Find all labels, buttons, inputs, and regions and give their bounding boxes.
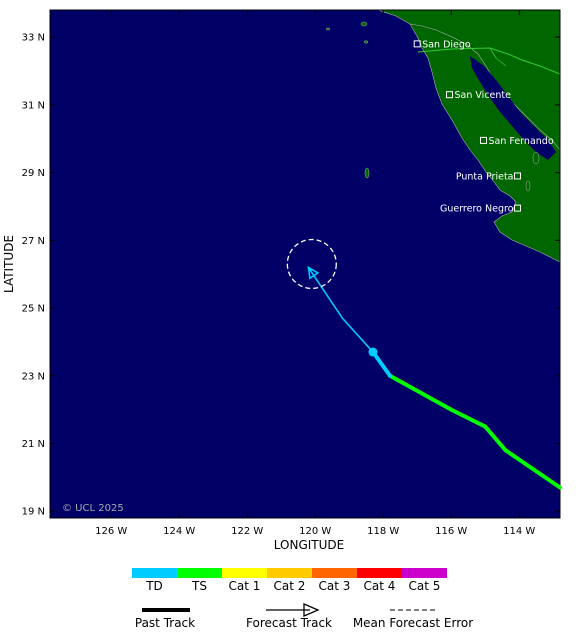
past-track-segment	[449, 407, 488, 429]
island	[364, 167, 370, 179]
city-marker	[446, 91, 453, 99]
y-tick-label: 27 N	[22, 236, 45, 247]
axis-ticks: 126 W 124 W 122 W 120 W 118 W 116 W 114 W 19 N 2…	[22, 10, 560, 537]
city-label: San Vicente	[455, 90, 512, 101]
past-track-segment	[503, 448, 562, 490]
y-tick-label: 33 N	[22, 33, 45, 44]
x-tick-label: 120 W	[299, 526, 331, 537]
legend-category-label: Cat 1	[229, 579, 261, 593]
city-marker	[480, 136, 487, 144]
legend-color-swatch	[312, 568, 357, 578]
legend-color-swatch	[222, 568, 267, 578]
copyright-label: © UCL 2025	[62, 503, 124, 514]
forecast-error-circle	[286, 238, 337, 290]
legend-color-swatch	[177, 568, 222, 578]
legend-category-label: Cat 4	[364, 579, 396, 593]
past-track-label: Past Track	[135, 616, 195, 630]
legend-category-label: Cat 2	[274, 579, 306, 593]
y-tick-label: 21 N	[22, 439, 45, 450]
forecast-track-label: Forecast Track	[246, 616, 332, 630]
forecast-arrowhead	[307, 265, 320, 280]
city-label: San Fernando	[489, 136, 554, 147]
past-track-segment	[371, 350, 392, 378]
y-tick-label: 23 N	[22, 371, 45, 382]
plot-frame	[49, 9, 561, 519]
y-tick-label: 25 N	[22, 304, 45, 315]
state-border	[489, 47, 507, 67]
island	[325, 27, 331, 31]
x-tick-label: 114 W	[503, 526, 535, 537]
x-tick-label: 124 W	[163, 526, 195, 537]
legend-category-label: TS	[191, 579, 207, 593]
x-tick-label: 116 W	[435, 526, 467, 537]
country-border	[417, 47, 560, 75]
forecast-arrow-icon	[303, 603, 320, 617]
x-tick-label: 122 W	[231, 526, 263, 537]
legend-category-label: Cat 3	[319, 579, 351, 593]
legend-category-label: Cat 5	[409, 579, 441, 593]
island	[525, 180, 531, 192]
island	[363, 40, 369, 44]
city-label: Guerrero Negro	[440, 204, 514, 215]
gulf-of-california	[470, 56, 556, 160]
y-tick-label: 31 N	[22, 100, 45, 111]
city-markers: San Diego San Vicente San Fernando Punta Pr…	[413, 39, 554, 215]
legend-color-swatch	[357, 568, 402, 578]
past-track-segment	[388, 373, 454, 412]
city-marker	[514, 172, 521, 180]
island	[532, 151, 540, 165]
city-label: San Diego	[422, 39, 471, 50]
island	[360, 21, 368, 27]
legend-category-label: TD	[145, 579, 163, 593]
y-tick-label: 29 N	[22, 168, 45, 179]
city-marker	[514, 204, 521, 212]
past-track-segment	[483, 424, 508, 453]
city-marker	[413, 40, 421, 48]
city-label: Punta Prieta	[456, 171, 514, 182]
forecast-track-line	[307, 266, 374, 353]
x-tick-label: 126 W	[95, 526, 127, 537]
y-axis-title: LATITUDE	[2, 235, 16, 293]
x-axis-title: LONGITUDE	[274, 538, 344, 552]
current-position-marker	[368, 347, 378, 357]
storm-track	[286, 238, 562, 490]
x-tick-label: 118 W	[367, 526, 399, 537]
y-tick-label: 19 N	[22, 507, 45, 518]
legend: TD TS Cat 1 Cat 2 Cat 3 Cat 4 Cat 5 Past Track F…	[132, 568, 473, 630]
legend-color-swatch	[402, 568, 447, 578]
mean-error-label: Mean Forecast Error	[353, 616, 473, 630]
legend-color-swatch	[132, 568, 177, 578]
legend-color-swatch	[267, 568, 312, 578]
